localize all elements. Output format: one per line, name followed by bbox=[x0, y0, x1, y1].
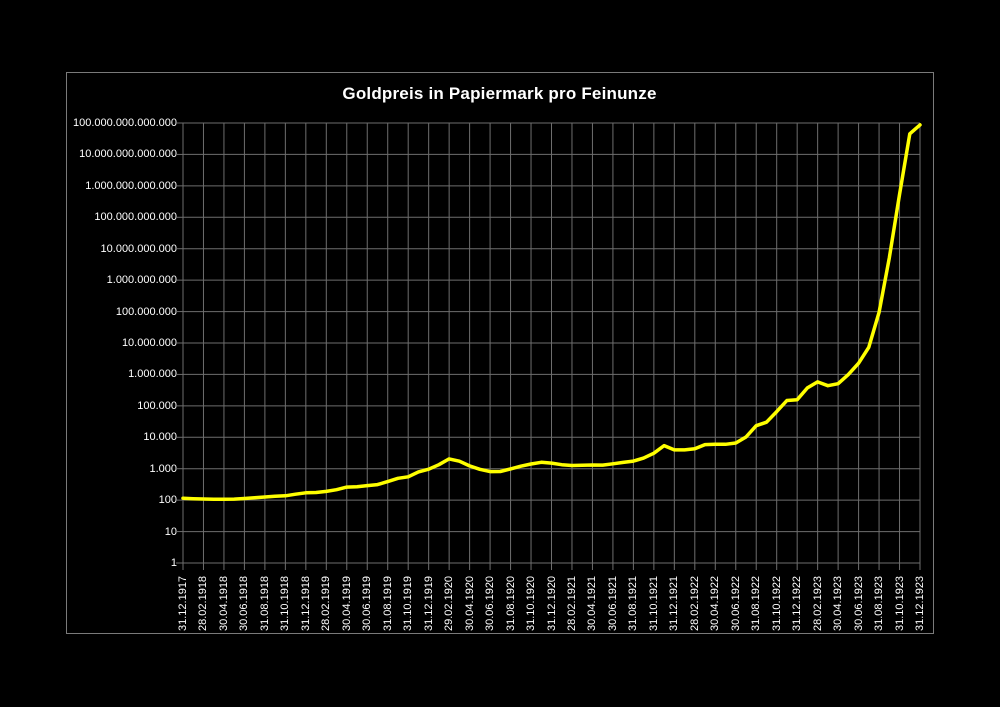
x-tick-label: 31.08.1919 bbox=[381, 575, 394, 631]
y-tick-label: 10 bbox=[164, 525, 177, 538]
x-tick-label: 30.04.1920 bbox=[463, 575, 476, 631]
y-tick-label: 1 bbox=[170, 557, 177, 569]
x-tick-label: 31.08.1920 bbox=[504, 575, 517, 631]
x-tick-label: 30.06.1923 bbox=[852, 575, 865, 631]
x-tick-label: 31.10.1919 bbox=[402, 575, 415, 631]
x-tick-label: 31.08.1921 bbox=[627, 575, 640, 631]
x-tick-label: 30.06.1919 bbox=[361, 575, 374, 631]
y-tick-label: 100.000.000 bbox=[115, 305, 177, 318]
x-tick-label: 28.02.1918 bbox=[197, 575, 210, 631]
x-tick-label: 30.06.1922 bbox=[729, 575, 742, 631]
x-tick-label: 30.04.1918 bbox=[217, 575, 230, 631]
x-tick-label: 31.12.1917 bbox=[177, 575, 189, 631]
y-tick-label: 1.000.000.000.000 bbox=[85, 179, 177, 192]
plot-area bbox=[176, 122, 922, 570]
y-tick-label: 1.000 bbox=[149, 462, 177, 475]
y-tick-label: 100.000.000.000 bbox=[94, 211, 177, 224]
x-tick-label: 31.12.1922 bbox=[791, 575, 804, 631]
x-tick-label: 31.10.1920 bbox=[525, 575, 538, 631]
y-tick-label: 1.000.000 bbox=[128, 368, 177, 381]
x-tick-label: 31.10.1918 bbox=[279, 575, 292, 631]
x-tick-label: 31.12.1920 bbox=[545, 575, 558, 631]
x-tick-label: 30.04.1921 bbox=[586, 575, 599, 631]
x-tick-label: 31.12.1921 bbox=[668, 575, 681, 631]
x-tick-label: 31.08.1923 bbox=[873, 575, 886, 631]
y-tick-label: 10.000 bbox=[143, 431, 177, 444]
x-tick-label: 30.06.1920 bbox=[484, 575, 497, 631]
x-tick-label: 31.12.1919 bbox=[422, 575, 435, 631]
y-tick-label: 100 bbox=[158, 494, 177, 507]
chart-frame bbox=[66, 72, 934, 634]
x-tick-label: 31.10.1921 bbox=[647, 575, 660, 631]
y-tick-label: 100.000.000.000.000 bbox=[73, 117, 177, 129]
x-tick-label: 31.08.1918 bbox=[258, 575, 271, 631]
y-tick-label: 10.000.000.000.000 bbox=[79, 148, 177, 161]
x-tick-label: 31.12.1918 bbox=[299, 575, 312, 631]
x-tick-label: 28.02.1919 bbox=[320, 575, 333, 631]
x-tick-label: 30.04.1923 bbox=[832, 575, 845, 631]
x-tick-label: 30.06.1921 bbox=[606, 575, 619, 631]
x-tick-label: 28.02.1923 bbox=[811, 575, 824, 631]
y-tick-label: 10.000.000 bbox=[121, 337, 177, 349]
x-tick-label: 31.10.1922 bbox=[770, 575, 783, 631]
x-tick-label: 31.08.1922 bbox=[750, 575, 763, 631]
goldpreis-line bbox=[181, 123, 922, 502]
x-tick-label: 30.04.1922 bbox=[709, 575, 722, 631]
x-tick-label: 30.06.1918 bbox=[238, 575, 251, 631]
x-tick-label: 29.02.1920 bbox=[443, 575, 456, 631]
x-tick-label: 31.10.1923 bbox=[893, 575, 906, 631]
y-tick-label: 10.000.000.000 bbox=[100, 242, 177, 255]
chart-title: Goldpreis in Papiermark pro Feinunze bbox=[342, 84, 657, 103]
x-tick-label: 31.12.1923 bbox=[914, 575, 926, 631]
x-tick-label: 28.02.1922 bbox=[688, 575, 701, 631]
x-tick-label: 30.04.1919 bbox=[340, 575, 353, 631]
x-tick-label: 28.02.1921 bbox=[565, 575, 578, 631]
y-tick-label: 1.000.000.000 bbox=[106, 274, 177, 287]
y-tick-label: 100.000 bbox=[137, 399, 177, 412]
